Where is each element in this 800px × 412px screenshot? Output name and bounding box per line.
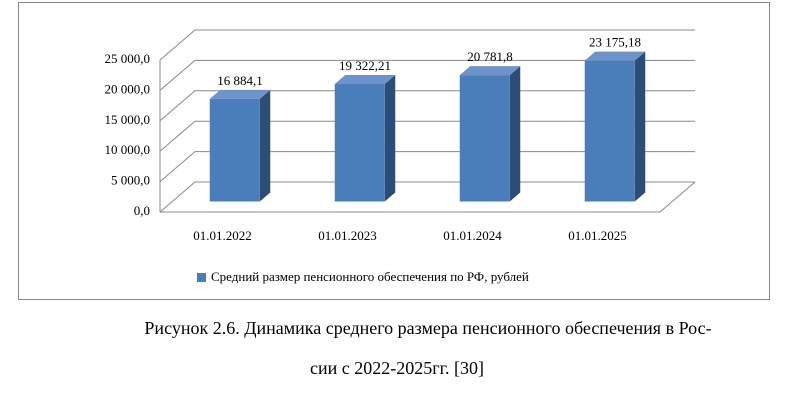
- y-tick-label: 25 000,0: [105, 51, 151, 66]
- bar: [584, 60, 635, 202]
- bar-side: [634, 51, 646, 202]
- floor: [160, 181, 696, 213]
- y-tick-label: 5 000,0: [111, 173, 150, 188]
- bar-side: [384, 75, 396, 202]
- grid-line: [159, 120, 695, 152]
- data-label: 20 781,8: [467, 49, 513, 64]
- grid-line: [159, 151, 695, 182]
- grid-line: [159, 181, 695, 213]
- grid-line: [159, 29, 695, 61]
- y-tick-label: 10 000,0: [105, 142, 151, 157]
- x-tick-label: 01.01.2025: [568, 228, 627, 243]
- bar: [209, 98, 260, 202]
- legend-swatch: [197, 273, 206, 282]
- bar: [459, 75, 510, 202]
- data-label: 19 322,21: [339, 58, 391, 73]
- bar-top: [459, 66, 521, 76]
- bar-top: [584, 51, 646, 61]
- caption-line: Рисунок 2.6. Динамика среднего размера п…: [144, 318, 711, 338]
- x-tick-label: 01.01.2022: [193, 228, 252, 243]
- y-tick-label: 0,0: [134, 203, 150, 218]
- bar-top: [209, 89, 271, 99]
- legend-label: Средний размер пенсионного обеспечения п…: [211, 269, 529, 284]
- y-tick-label: 15 000,0: [105, 112, 151, 127]
- data-label: 23 175,18: [589, 35, 641, 50]
- grid-line: [159, 59, 695, 91]
- bar: [334, 84, 385, 202]
- data-label: 16 884,1: [217, 73, 263, 88]
- x-tick-label: 01.01.2023: [318, 228, 377, 243]
- grid-line: [159, 90, 695, 122]
- x-tick-label: 01.01.2024: [443, 228, 502, 243]
- y-tick-label: 20 000,0: [105, 81, 151, 96]
- bar-side: [259, 89, 271, 202]
- bar-side: [509, 66, 521, 202]
- caption-line: сии с 2022-2025гг. [30]: [310, 358, 484, 378]
- bar-top: [334, 75, 396, 85]
